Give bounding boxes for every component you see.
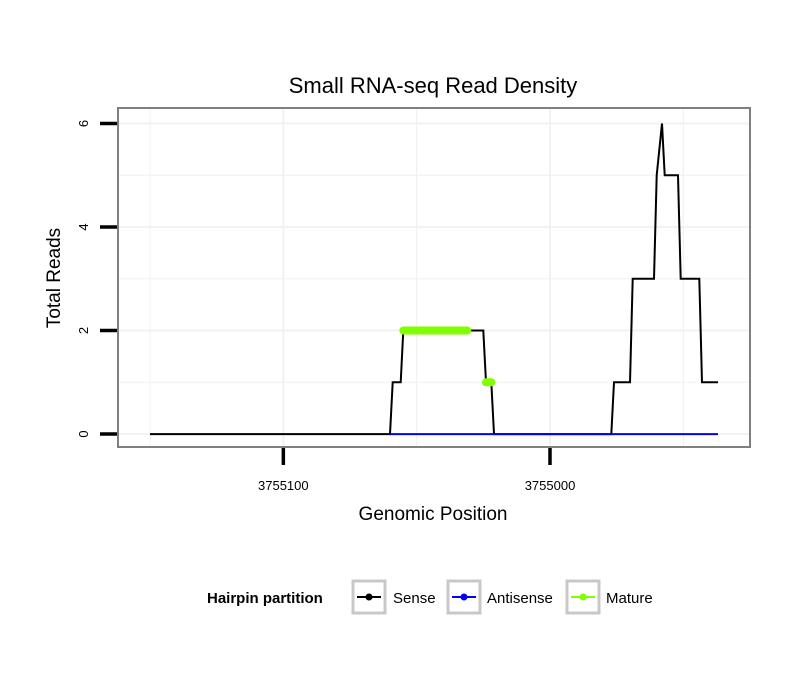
grid-lines (118, 108, 750, 447)
legend-item-sense: Sense (351, 579, 436, 615)
y-axis: 0 2 4 6 (76, 120, 117, 438)
legend-item-antisense: Antisense (446, 579, 553, 615)
legend-key-sense-dot (365, 593, 373, 601)
y-tick-label: 0 (76, 430, 91, 437)
legend-key-antisense-dot (460, 593, 468, 601)
legend-key-mature-dot (579, 593, 587, 601)
y-axis-title: Total Reads (44, 228, 65, 328)
legend-label-sense: Sense (393, 590, 436, 607)
x-axis-title: Genomic Position (359, 504, 508, 525)
legend-item-mature: Mature (565, 579, 653, 615)
x-tick-label: 3755100 (258, 478, 309, 493)
legend-title: Hairpin partition (207, 590, 323, 607)
series-layer (150, 123, 718, 436)
x-axis: 3755100 3755000 (258, 448, 575, 493)
x-tick-label: 3755000 (525, 478, 576, 493)
y-tick-label: 6 (76, 120, 91, 127)
plot-border (117, 107, 751, 448)
series-line-sense (150, 123, 718, 436)
legend-label-antisense: Antisense (487, 590, 553, 607)
y-tick-label: 4 (76, 223, 91, 230)
legend: Hairpin partition Sense Antisense Mature (207, 579, 653, 615)
plot-panel (118, 108, 750, 447)
legend-label-mature: Mature (606, 590, 653, 607)
y-tick-label: 2 (76, 327, 91, 334)
chart-title: Small RNA-seq Read Density (289, 73, 578, 98)
